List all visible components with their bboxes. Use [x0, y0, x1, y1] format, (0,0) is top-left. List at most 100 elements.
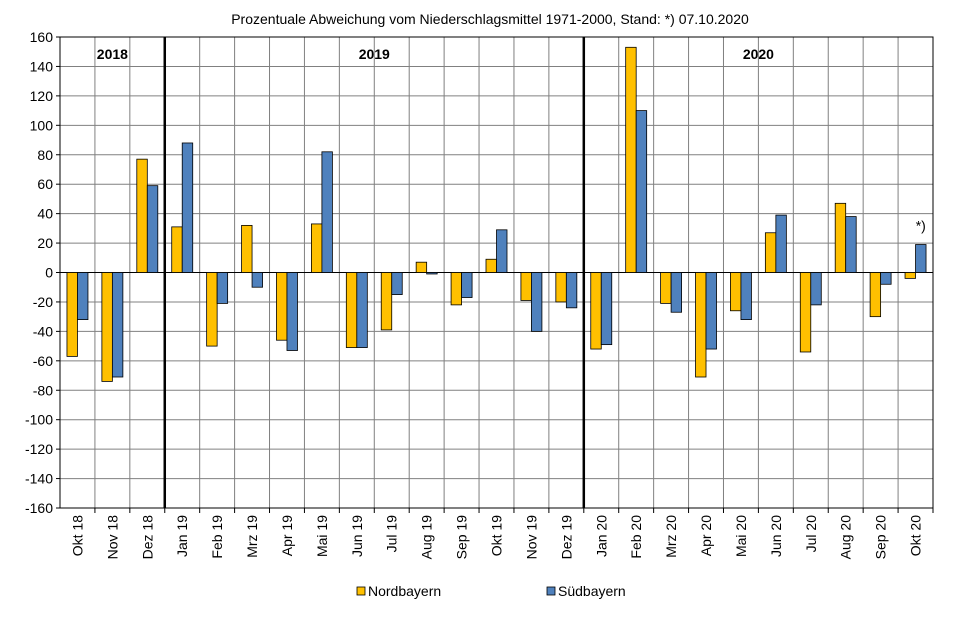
bar-suedbayern: [181, 142, 194, 273]
y-tick-label: -120: [25, 441, 53, 457]
bar-nordbayern: [834, 202, 847, 273]
year-label: 2018: [97, 46, 128, 62]
bar-suedbayern: [600, 272, 613, 346]
x-tick-label: Sep 19: [454, 515, 470, 560]
bar-nordbayern: [171, 226, 183, 273]
bar-suedbayern: [251, 272, 263, 288]
y-tick-label: 80: [37, 147, 53, 163]
y-tick-label: -160: [25, 500, 53, 516]
x-tick-label: Feb 19: [209, 515, 225, 559]
x-tick-label: Mrz 19: [244, 515, 260, 558]
bar-nordbayern: [380, 272, 393, 331]
bars: [66, 46, 927, 382]
x-tick-label: Jun 20: [768, 515, 784, 557]
legend-label: Südbayern: [558, 583, 626, 599]
bar-nordbayern: [485, 258, 497, 273]
x-tick-label: Nov 18: [104, 515, 120, 560]
x-tick-label: Jul 20: [803, 515, 819, 553]
y-tick-label: -80: [33, 382, 53, 398]
bar-nordbayern: [695, 272, 707, 378]
bar-suedbayern: [670, 272, 682, 313]
x-tick-label: Aug 19: [419, 515, 435, 560]
bar-suedbayern: [146, 185, 159, 273]
y-tick-label: 140: [30, 58, 54, 74]
x-tick-label: Jan 20: [593, 515, 609, 557]
y-tick-label: -20: [33, 294, 53, 310]
bar-suedbayern: [286, 272, 298, 351]
y-tick-label: 40: [37, 206, 53, 222]
x-tick-label: Apr 20: [698, 515, 714, 556]
legend-label: Nordbayern: [368, 583, 441, 599]
bar-nordbayern: [660, 272, 672, 304]
bar-suedbayern: [216, 272, 229, 304]
year-label: 2019: [359, 46, 390, 62]
bar-suedbayern: [810, 272, 822, 306]
y-tick-label: 20: [37, 235, 53, 251]
legend-swatch: [356, 586, 366, 596]
y-tick-label: 0: [45, 265, 53, 281]
y-tick-label: 160: [30, 29, 54, 45]
legend: Nordbayern Südbayern: [356, 583, 626, 599]
x-tick-label: Okt 20: [908, 515, 924, 556]
bar-nordbayern: [555, 272, 567, 303]
bar-nordbayern: [66, 272, 78, 357]
y-tick-label: -100: [25, 412, 53, 428]
x-tick-label: Jan 19: [174, 515, 190, 557]
bar-nordbayern: [310, 223, 323, 273]
x-tick-label: Mrz 20: [663, 515, 679, 558]
year-dividers: [163, 37, 586, 508]
bar-suedbayern: [391, 272, 403, 295]
y-axis: -160 -140 -120 -100 -80 -60 -40 -20 0 20 40 60 80 100…: [25, 29, 60, 516]
bar-nordbayern: [241, 224, 253, 273]
x-tick-label: Apr 19: [279, 515, 295, 556]
y-tick-label: -60: [33, 353, 53, 369]
bar-suedbayern: [496, 229, 508, 273]
x-tick-label: Okt 18: [69, 515, 85, 556]
bar-suedbayern: [880, 272, 892, 285]
x-tick-label: Jun 19: [349, 515, 365, 557]
bar-suedbayern: [111, 272, 124, 378]
bar-nordbayern: [625, 46, 637, 273]
x-tick-label: Mai 19: [314, 515, 330, 557]
bar-nordbayern: [799, 272, 812, 353]
bar-nordbayern: [904, 272, 916, 279]
chart-title: Prozentuale Abweichung vom Niederschlags…: [231, 11, 749, 27]
bar-nordbayern: [136, 158, 148, 273]
x-tick-label: Jul 19: [384, 515, 400, 553]
bar-nordbayern: [764, 232, 777, 273]
bar-nordbayern: [345, 272, 358, 348]
bar-nordbayern: [730, 272, 742, 312]
annotations: *): [916, 218, 926, 234]
bar-suedbayern: [775, 214, 787, 273]
x-axis: Okt 18 Nov 18 Dez 18 Jan 19 Feb 19 Mrz 19 Apr …: [69, 508, 934, 560]
x-tick-label: Dez 19: [558, 515, 574, 560]
x-tick-label: Dez 18: [139, 515, 155, 560]
bar-suedbayern: [321, 151, 333, 273]
bar-suedbayern: [565, 272, 578, 309]
y-tick-label: 120: [30, 88, 54, 104]
bar-nordbayern: [590, 272, 602, 350]
x-tick-label: Nov 19: [523, 515, 539, 560]
legend-swatch: [546, 586, 556, 596]
y-tick-label: -40: [33, 323, 53, 339]
x-tick-label: Aug 20: [838, 515, 854, 560]
bar-nordbayern: [276, 272, 288, 341]
bar-suedbayern: [77, 272, 89, 320]
bar-suedbayern: [531, 272, 543, 332]
bar-nordbayern: [101, 272, 113, 382]
bar-nordbayern: [869, 272, 882, 318]
y-tick-label: -140: [25, 471, 53, 487]
bar-nordbayern: [206, 272, 218, 347]
bar-nordbayern: [450, 272, 462, 306]
bar-suedbayern: [740, 272, 752, 320]
bar-suedbayern: [705, 272, 717, 350]
annotation-label: *): [916, 218, 926, 234]
x-tick-label: Mai 20: [733, 515, 749, 557]
year-labels: 2018 2019 2020: [97, 46, 774, 62]
x-tick-label: Okt 19: [489, 515, 505, 556]
year-label: 2020: [743, 46, 774, 62]
x-tick-label: Feb 20: [628, 515, 644, 559]
bar-suedbayern: [915, 244, 927, 273]
